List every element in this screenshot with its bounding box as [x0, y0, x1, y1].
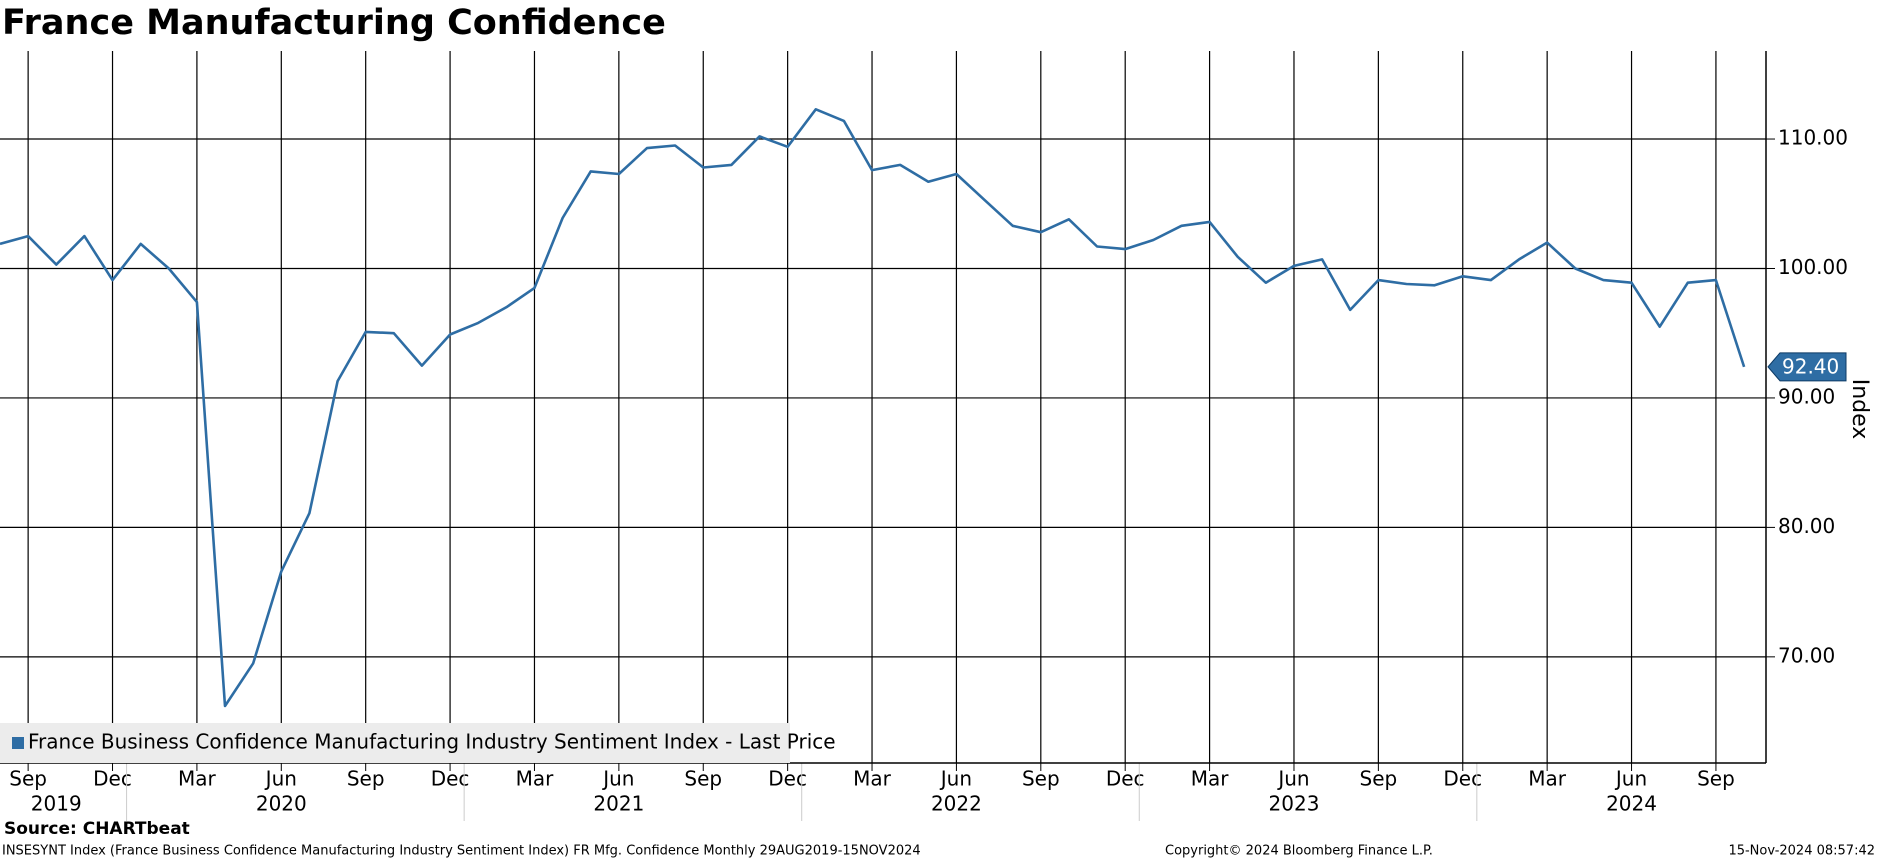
x-tick-label: Sep	[1022, 767, 1060, 791]
x-tick-label: Sep	[1697, 767, 1735, 791]
source: Source: CHARTbeat	[4, 819, 190, 839]
y-tick-label: 90.00	[1778, 384, 1835, 408]
y-axis-label: Index	[1847, 379, 1872, 440]
x-tick-label: Dec	[768, 767, 807, 791]
year-label: 2021	[593, 792, 644, 816]
y-tick-label: 70.00	[1778, 643, 1835, 667]
chart-title: France Manufacturing Confidence	[2, 3, 666, 43]
x-tick-label: Sep	[9, 767, 47, 791]
year-label: 2024	[1606, 792, 1657, 816]
line-series	[0, 108, 1746, 708]
x-tick-label: Jun	[1614, 767, 1647, 791]
x-tick-label: Mar	[516, 767, 555, 791]
year-label: 2023	[1269, 792, 1320, 816]
x-tick-label: Jun	[601, 767, 634, 791]
x-tick-label: Mar	[1528, 767, 1567, 791]
x-tick-label: Jun	[1276, 767, 1309, 791]
x-tick-label: Sep	[684, 767, 722, 791]
legend-box	[0, 723, 790, 763]
x-tick-label: Sep	[1360, 767, 1398, 791]
year-label: 2022	[931, 792, 982, 816]
x-tick-label: Jun	[264, 767, 297, 791]
x-tick-label: Dec	[1443, 767, 1482, 791]
y-tick-label: 100.00	[1778, 255, 1848, 279]
x-tick-label: Mar	[178, 767, 217, 791]
x-tick-label: Dec	[93, 767, 132, 791]
timestamp: 15-Nov-2024 08:57:42	[1728, 844, 1875, 859]
last-price-tag	[1767, 352, 1847, 382]
x-tick-label: Mar	[1191, 767, 1230, 791]
year-label: 2019	[31, 792, 82, 816]
x-tick-label: Dec	[1106, 767, 1145, 791]
x-tick-label: Jun	[939, 767, 972, 791]
x-tick-label: Mar	[853, 767, 892, 791]
y-tick-label: 110.00	[1778, 126, 1848, 150]
y-tick-label: 80.00	[1778, 514, 1835, 538]
footer-info: INSESYNT Index (France Business Confiden…	[2, 844, 921, 859]
legend-swatch	[12, 737, 24, 749]
x-tick-label: Dec	[431, 767, 470, 791]
last-price-label: 92.40	[1782, 354, 1839, 378]
x-tick-label: Sep	[347, 767, 385, 791]
legend-label: France Business Confidence Manufacturing…	[28, 730, 836, 754]
year-label: 2020	[256, 792, 307, 816]
copyright: Copyright© 2024 Bloomberg Finance L.P.	[1165, 844, 1433, 859]
